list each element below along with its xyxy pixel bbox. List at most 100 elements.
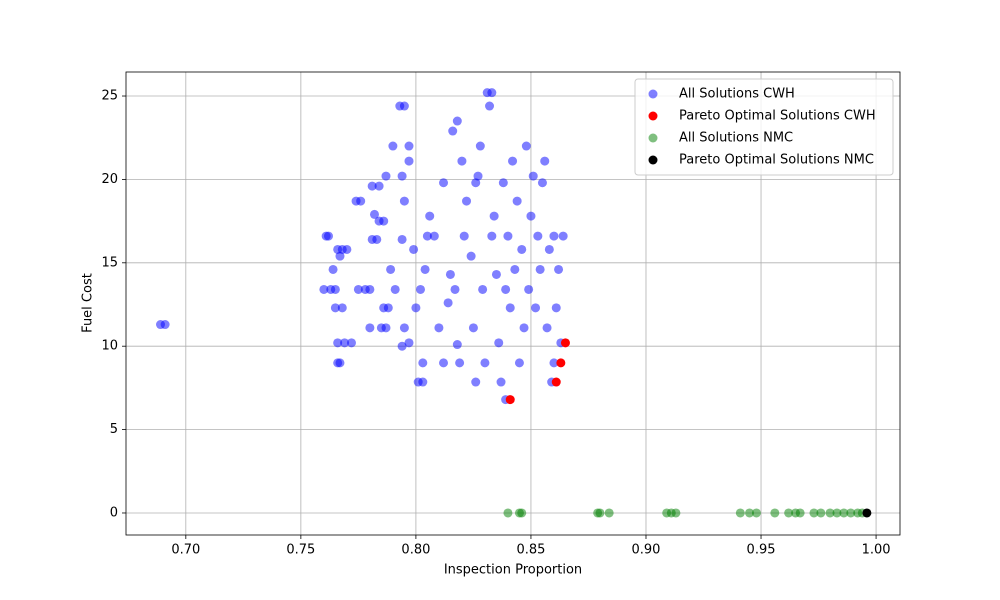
- point: [510, 264, 520, 274]
- point: [457, 156, 467, 166]
- x-axis-label: Inspection Proportion: [444, 563, 582, 578]
- y-tick-label: 5: [110, 422, 118, 437]
- point: [839, 508, 849, 518]
- legend: All Solutions CWH Pareto Optimal Solution…: [634, 78, 894, 176]
- y-tick-label: 20: [101, 172, 118, 187]
- y-tick-label: 10: [101, 339, 118, 354]
- point: [445, 269, 455, 279]
- point: [517, 244, 527, 254]
- point: [471, 178, 481, 188]
- point: [416, 284, 426, 294]
- x-tick-label: 0.85: [516, 543, 545, 558]
- point: [448, 126, 458, 136]
- y-tick-label: 15: [101, 255, 118, 270]
- point: [450, 284, 460, 294]
- legend-marker: [648, 111, 658, 121]
- point: [367, 181, 377, 191]
- y-tick-label: 0: [110, 505, 118, 520]
- point: [422, 231, 432, 241]
- point: [485, 101, 495, 111]
- point: [514, 358, 524, 368]
- point: [745, 508, 755, 518]
- point: [519, 323, 529, 333]
- point: [735, 508, 745, 518]
- legend-marker: [648, 133, 658, 143]
- point: [418, 358, 428, 368]
- x-tick-label: 0.90: [632, 543, 661, 558]
- point: [330, 284, 340, 294]
- point: [404, 338, 414, 348]
- point: [443, 298, 453, 308]
- point: [462, 196, 472, 206]
- point: [503, 508, 513, 518]
- legend-box: [634, 78, 894, 176]
- point: [816, 508, 826, 518]
- point: [846, 508, 856, 518]
- point: [397, 234, 407, 244]
- point: [418, 377, 428, 387]
- point: [319, 284, 329, 294]
- x-tick-label: 1.00: [862, 543, 891, 558]
- point: [439, 178, 449, 188]
- point: [353, 284, 363, 294]
- point: [328, 264, 338, 274]
- point: [429, 231, 439, 241]
- point: [452, 116, 462, 126]
- point: [556, 358, 566, 368]
- point: [365, 284, 375, 294]
- point: [480, 358, 490, 368]
- point: [468, 323, 478, 333]
- legend-label: Pareto Optimal Solutions CWH: [679, 109, 876, 124]
- point: [335, 251, 345, 261]
- point: [372, 234, 382, 244]
- point: [475, 141, 485, 151]
- point: [478, 284, 488, 294]
- legend-label: All Solutions CWH: [679, 87, 795, 102]
- plot-frame: [125, 71, 901, 536]
- point: [544, 244, 554, 254]
- point: [379, 216, 389, 226]
- point: [365, 323, 375, 333]
- point: [330, 303, 340, 313]
- legend-marker: [648, 155, 658, 165]
- point: [404, 141, 414, 151]
- legend-marker: [648, 89, 658, 99]
- point: [505, 303, 515, 313]
- point: [549, 231, 559, 241]
- y-axis-label: Fuel Cost: [81, 273, 96, 333]
- point: [533, 231, 543, 241]
- point: [409, 244, 419, 254]
- point: [337, 303, 347, 313]
- point: [383, 303, 393, 313]
- point: [531, 303, 541, 313]
- point: [381, 171, 391, 181]
- point: [323, 231, 333, 241]
- point: [399, 101, 409, 111]
- point: [160, 320, 170, 330]
- point: [795, 508, 805, 518]
- point: [466, 251, 476, 261]
- point: [517, 508, 527, 518]
- point: [832, 508, 842, 518]
- point: [505, 395, 515, 405]
- point: [784, 508, 794, 518]
- point: [521, 141, 531, 151]
- point: [551, 303, 561, 313]
- point: [404, 156, 414, 166]
- point: [342, 244, 352, 254]
- legend-label: All Solutions NMC: [679, 131, 793, 146]
- point: [540, 156, 550, 166]
- point: [420, 264, 430, 274]
- point: [390, 284, 400, 294]
- point: [542, 323, 552, 333]
- point: [489, 211, 499, 221]
- point: [595, 508, 605, 518]
- x-tick-label: 0.95: [747, 543, 776, 558]
- point: [496, 377, 506, 387]
- point: [862, 508, 872, 518]
- point: [369, 209, 379, 219]
- point: [333, 338, 343, 348]
- point: [397, 341, 407, 351]
- x-tick-label: 0.75: [286, 543, 315, 558]
- y-tick-label: 25: [101, 89, 118, 104]
